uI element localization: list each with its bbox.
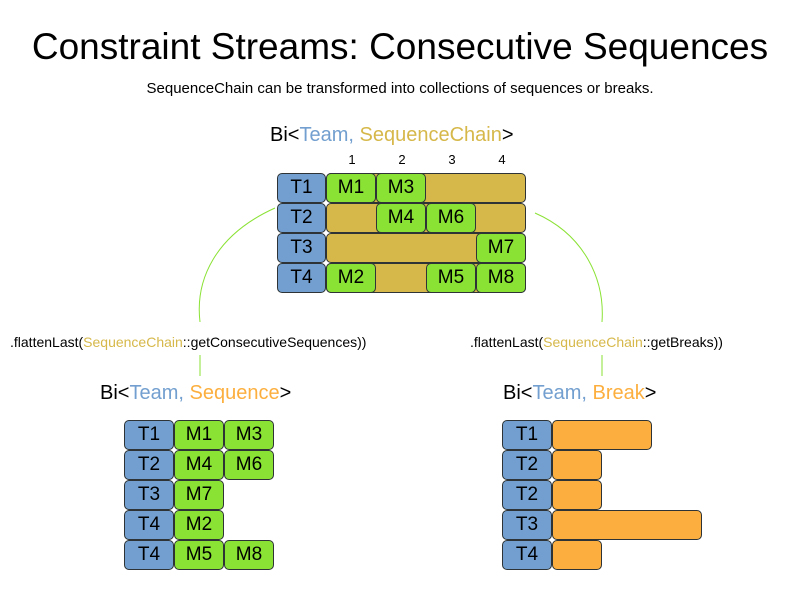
call-prefix: .flattenLast( [470,334,544,350]
tuple-sep: , [581,382,593,404]
connector-left [198,207,276,323]
match-cell: M2 [174,510,224,540]
break-bar [552,450,602,480]
match-cell: M4 [376,203,426,233]
team-cell: T1 [502,420,552,450]
left-tuple-title: Bi<Team, Sequence> [100,382,291,405]
match-cell: M2 [326,263,376,293]
call-class: SequenceChain [83,334,183,350]
left-call-label: .flattenLast(SequenceChain::getConsecuti… [10,334,366,350]
call-method: ::getConsecutiveSequences)) [182,334,367,350]
team-cell: T4 [124,510,174,540]
tuple-chain: SequenceChain [359,124,502,146]
call-class: SequenceChain [543,334,643,350]
match-cell: M5 [426,263,476,293]
tuple-sep: , [348,124,360,146]
subtitle: SequenceChain can be transformed into co… [146,80,654,97]
tuple-suffix: > [644,382,657,404]
match-cell: M4 [174,450,224,480]
team-cell: T2 [502,480,552,510]
team-cell: T1 [277,173,326,203]
column-number: 1 [348,152,356,167]
right-tuple-title: Bi<Team, Break> [503,382,656,405]
team-cell: T2 [502,450,552,480]
tuple-team: Team [299,124,349,146]
team-cell: T3 [277,233,326,263]
team-cell: T4 [277,263,326,293]
tuple-prefix: Bi< [100,382,130,404]
tuple-team: Team [129,382,179,404]
break-bar [552,540,602,570]
team-cell: T3 [502,510,552,540]
match-cell: M8 [224,540,274,570]
match-cell: M8 [476,263,526,293]
column-number: 2 [398,152,406,167]
tuple-sequence: Sequence [189,382,280,404]
tuple-prefix: Bi< [270,124,300,146]
break-bar [552,420,652,450]
match-cell: M6 [426,203,476,233]
top-tuple-title: Bi<Team, SequenceChain> [270,124,514,147]
column-number: 3 [448,152,456,167]
match-cell: M6 [224,450,274,480]
match-cell: M5 [174,540,224,570]
break-bar [552,480,602,510]
tuple-suffix: > [279,382,292,404]
match-cell: M7 [476,233,526,263]
tuple-team: Team [532,382,582,404]
call-prefix: .flattenLast( [10,334,84,350]
call-method: ::getBreaks)) [642,334,723,350]
right-call-label: .flattenLast(SequenceChain::getBreaks)) [470,334,723,350]
team-cell: T1 [124,420,174,450]
connector-right [534,212,603,323]
column-number: 4 [498,152,506,167]
break-bar [552,510,702,540]
match-cell: M3 [376,173,426,203]
team-cell: T4 [502,540,552,570]
team-cell: T2 [124,450,174,480]
match-cell: M1 [174,420,224,450]
team-cell: T3 [124,480,174,510]
match-cell: M7 [174,480,224,510]
page-title: Constraint Streams: Consecutive Sequence… [31,26,769,67]
match-cell: M3 [224,420,274,450]
match-cell: M1 [326,173,376,203]
tuple-suffix: > [501,124,514,146]
tuple-prefix: Bi< [503,382,533,404]
team-cell: T2 [277,203,326,233]
tuple-sep: , [178,382,190,404]
team-cell: T4 [124,540,174,570]
tuple-break: Break [592,382,645,404]
